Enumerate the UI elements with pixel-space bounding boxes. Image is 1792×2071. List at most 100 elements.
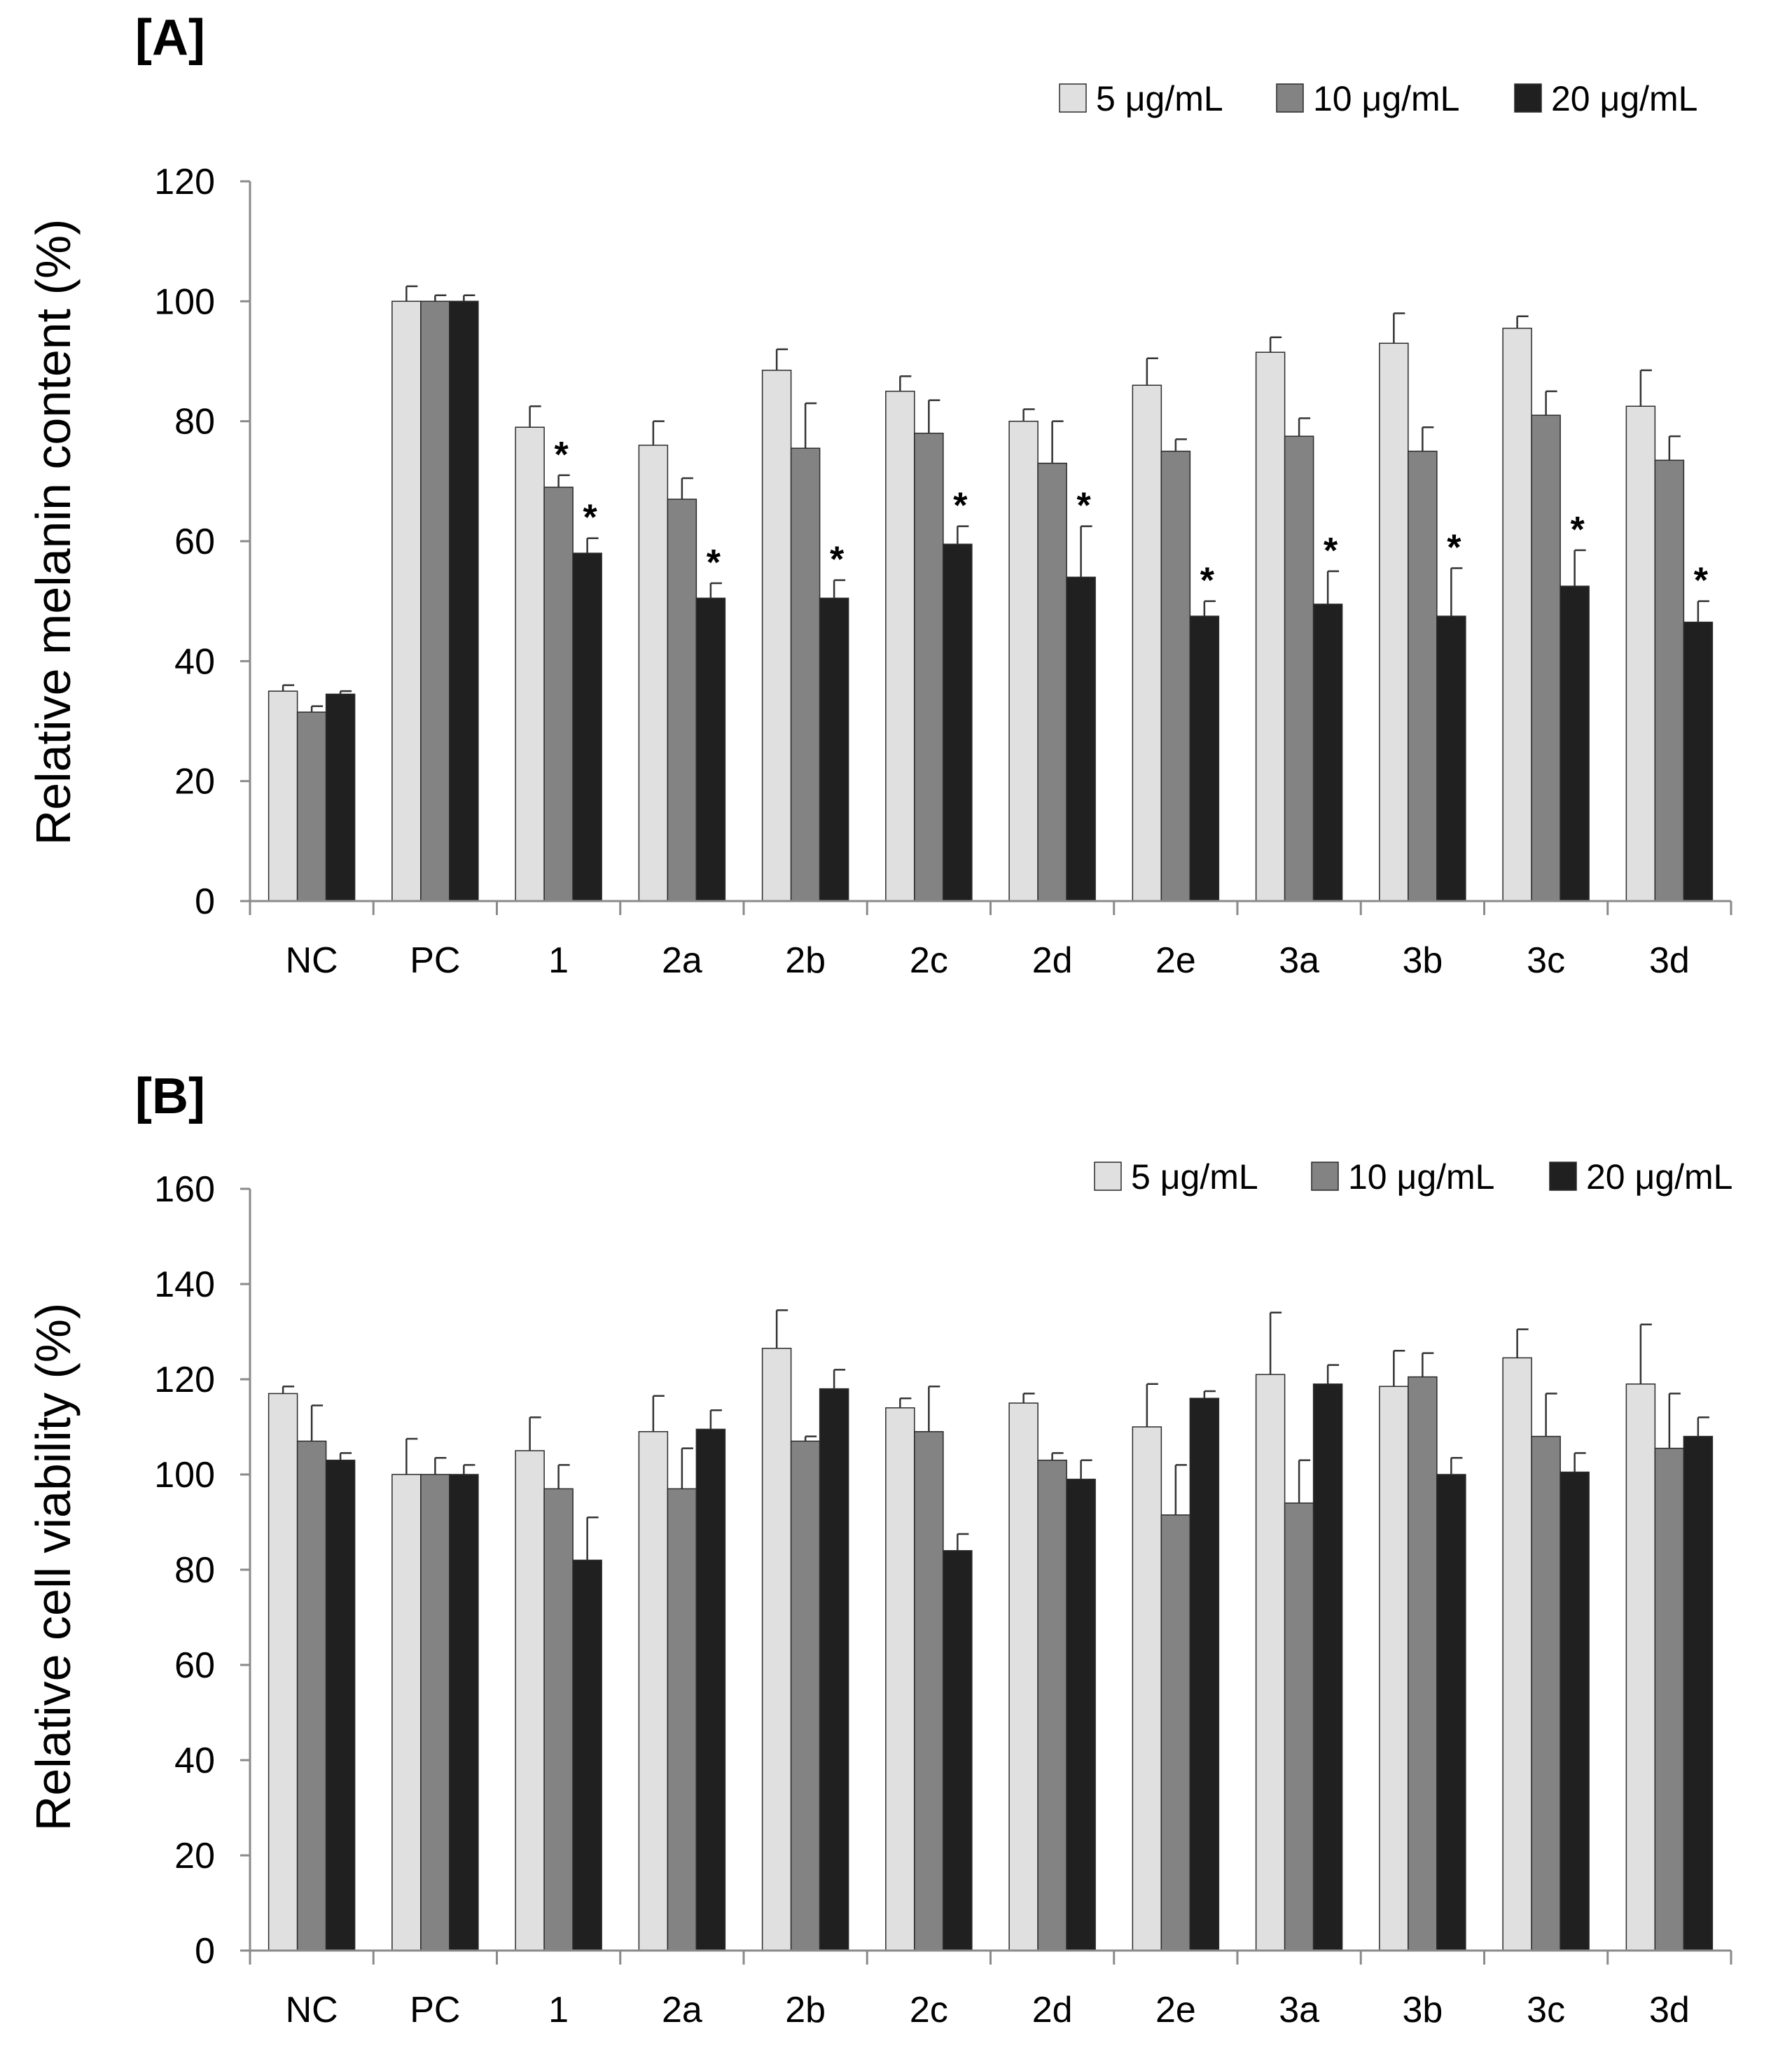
bar-3d-series-2 [1654,459,1685,902]
bar-3c-series-2 [1531,1435,1561,1951]
bar-2b-series-1 [761,1348,792,1951]
y-tick-label: 160 [154,1169,215,1210]
significance-marker: * [1324,531,1338,571]
bar-1-series-3 [572,552,602,902]
y-tick-label: 20 [174,762,215,802]
bar-3d-series-3 [1683,1435,1714,1951]
x-category-label: 2a [662,940,702,981]
x-category-label: 3d [1649,940,1690,981]
legend-swatch-series-3 [1514,83,1542,113]
legend-swatch-series-1 [1094,1162,1122,1191]
bar-3b-series-3 [1436,615,1466,902]
x-category-label: NC [286,940,338,981]
bar-3a-series-3 [1312,1383,1343,1951]
x-category-label: 2a [662,1990,702,2030]
bar-2a-series-1 [638,445,669,902]
x-category-label: 3c [1527,940,1565,981]
y-tick-label: 60 [174,522,215,562]
bar-NC-series-2 [296,1440,327,1951]
bar-PC-series-3 [449,1474,479,1951]
x-category-label: 2d [1032,1990,1073,2030]
bar-2e-series-3 [1189,615,1220,902]
bar-2e-series-1 [1132,384,1162,902]
bar-3c-series-1 [1502,328,1532,902]
bar-3d-series-3 [1683,621,1714,902]
bar-2e-series-2 [1160,1514,1191,1951]
bar-2d-series-3 [1066,1479,1096,1951]
bar-2a-series-1 [638,1431,669,1951]
bar-2e-series-2 [1160,450,1191,902]
panel-a: [A] Relative melanin content (%) 5 μg/mL… [26,10,1732,981]
bar-3b-series-2 [1408,450,1438,902]
panel-a-y-axis-title: Relative melanin content (%) [26,219,81,846]
y-tick-label: 80 [174,1550,215,1591]
x-category-label: 2e [1155,940,1196,981]
panel-a-plot-area: 0 20 40 60 80 100 120 NC PC 1 2a 2b 2c 2d 2e 3a 3b 3c 3d * *… [154,162,1732,981]
x-category-label: 1 [548,940,569,981]
bar-3a-series-1 [1255,1374,1286,1951]
x-category-label: 2b [785,1990,826,2030]
bar-3c-series-2 [1531,414,1561,902]
bar-2a-series-3 [695,1428,726,1951]
bar-2a-series-2 [667,1488,697,1951]
bar-PC-series-1 [391,1474,422,1951]
bar-NC-series-3 [325,1459,356,1951]
bar-2a-series-3 [695,597,726,902]
bar-PC-series-2 [420,1474,450,1951]
x-category-label: 3a [1279,1990,1319,2030]
significance-marker: * [1077,486,1092,527]
x-category-label: 3d [1649,1990,1690,2030]
bar-NC-series-3 [325,693,356,902]
bar-2d-series-2 [1037,462,1067,902]
panel-b-plot-area: 0 20 40 60 80 100 120 140 160 NC PC 1 2a 2b 2c 2d 2e 3a 3b… [154,1169,1732,2030]
y-tick-label: 80 [174,402,215,442]
bar-2d-series-1 [1008,1402,1039,1951]
bar-2c-series-3 [943,1550,973,1951]
x-category-label: NC [286,1990,338,2030]
bar-1-series-1 [515,1450,545,1951]
bar-2c-series-1 [885,1407,915,1951]
bar-PC-series-1 [391,300,422,902]
x-category-label: 3b [1402,1990,1443,2030]
bar-3a-series-1 [1255,351,1286,902]
significance-marker: * [707,543,721,583]
bar-NC-series-1 [268,1393,298,1951]
bar-2a-series-2 [667,498,697,902]
y-tick-label: 120 [154,1360,215,1400]
bar-2e-series-3 [1189,1397,1220,1951]
legend-label-series-1: 5 μg/mL [1096,79,1223,118]
y-tick-label: 40 [174,1741,215,1781]
significance-marker: * [1571,510,1585,550]
x-category-label: PC [410,940,460,981]
bar-2b-series-1 [761,370,792,902]
y-tick-label: 40 [174,641,215,682]
x-category-label: PC [410,1990,460,2030]
x-category-label: 3a [1279,940,1319,981]
bar-2c-series-2 [914,1431,944,1951]
bar-3d-series-1 [1625,1383,1656,1951]
y-tick-label: 120 [154,162,215,202]
bar-3b-series-1 [1379,342,1409,902]
legend-swatch-series-1 [1059,83,1087,113]
legend-label-series-2: 10 μg/mL [1348,1157,1494,1197]
panel-b: [B] Relative cell viability (%) 5 μg/mL 1… [26,1068,1732,2030]
panel-b-y-axis-title: Relative cell viability (%) [26,1303,81,1832]
significance-marker: * [1694,561,1709,601]
significance-marker: * [953,486,968,527]
y-tick-label: 20 [174,1836,215,1876]
bar-PC-series-3 [449,300,479,902]
x-category-label: 2b [785,940,826,981]
bar-2b-series-2 [790,447,821,902]
bar-3b-series-2 [1408,1376,1438,1951]
bar-2d-series-3 [1066,576,1096,902]
x-category-label: 3b [1402,940,1443,981]
panel-a-label: [A] [135,10,205,66]
significance-marker: * [1200,561,1215,601]
panel-b-label: [B] [135,1068,205,1124]
bar-3c-series-3 [1560,585,1590,902]
significance-marker: * [830,540,845,580]
legend-label-series-3: 20 μg/mL [1551,79,1697,118]
bar-1-series-1 [515,426,545,902]
bar-2b-series-2 [790,1440,821,1951]
bar-3d-series-1 [1625,405,1656,902]
